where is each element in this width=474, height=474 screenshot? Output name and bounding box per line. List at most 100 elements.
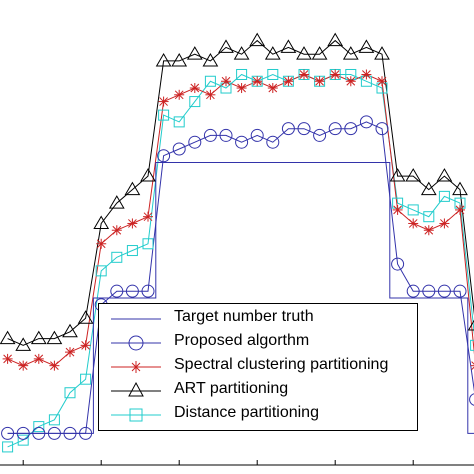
- point-s1-28: [437, 284, 451, 298]
- point-s3-19: [296, 46, 312, 60]
- point-s3-12: [186, 46, 203, 60]
- point-s2-16: [252, 76, 263, 87]
- point-s3-26: [405, 168, 422, 182]
- point-s3-8: [124, 181, 141, 196]
- point-s4-30: [470, 339, 474, 351]
- point-s3-5: [77, 310, 94, 324]
- series-line-3: [7, 39, 474, 346]
- point-s3-23: [358, 39, 375, 53]
- point-s2-2: [33, 353, 44, 364]
- point-s2-5: [80, 340, 91, 351]
- point-s3-27: [420, 181, 437, 196]
- point-s2-12: [189, 83, 200, 94]
- point-s2-6: [96, 238, 107, 249]
- point-s1-15: [235, 135, 249, 149]
- point-s3-16: [249, 32, 266, 47]
- legend-swatch-spectral: [111, 361, 161, 373]
- legend-swatch-target-truth: [111, 318, 161, 320]
- point-s1-20: [313, 128, 327, 142]
- legend-label-distance: Distance partitioning: [174, 404, 319, 421]
- point-s3-18: [280, 39, 297, 53]
- point-s3-25: [389, 168, 406, 182]
- point-s2-9: [143, 211, 153, 222]
- point-s1-11: [172, 142, 186, 156]
- x-axis-ticks: [22, 460, 414, 465]
- point-s3-30: [467, 319, 474, 331]
- legend-label-target-truth: Target number truth: [174, 308, 314, 325]
- point-s4-2: [33, 421, 45, 433]
- point-s2-24: [377, 76, 387, 87]
- point-s1-7: [110, 284, 124, 298]
- point-s2-19: [299, 69, 309, 80]
- point-s2-28: [439, 218, 450, 229]
- point-s2-18: [283, 76, 294, 87]
- point-s2-25: [392, 204, 403, 215]
- legend-swatch-art: [111, 381, 161, 397]
- point-s1-21: [328, 122, 342, 136]
- point-s1-12: [188, 135, 202, 149]
- point-s4-10: [158, 109, 170, 121]
- point-s4-26: [407, 204, 419, 216]
- legend-item-target-truth: Target number truth: [99, 307, 417, 331]
- point-s3-7: [108, 195, 125, 209]
- point-s2-3: [49, 360, 60, 371]
- series-markers: [0, 32, 474, 453]
- point-s4-13: [204, 75, 216, 87]
- point-s3-11: [171, 52, 188, 67]
- series-line-4: [7, 73, 474, 448]
- point-s2-30: [470, 361, 474, 371]
- legend-label-proposed: Proposed algorthm: [174, 332, 310, 349]
- series-line-0: [7, 162, 474, 434]
- point-s1-2: [32, 426, 46, 440]
- point-s1-17: [266, 135, 280, 149]
- point-s4-1: [17, 434, 29, 446]
- point-s3-13: [202, 52, 219, 67]
- point-s1-14: [219, 128, 233, 142]
- point-s2-1: [18, 360, 29, 371]
- point-s1-10: [157, 149, 171, 163]
- point-s3-15: [233, 46, 250, 60]
- point-s3-3: [46, 330, 63, 345]
- point-s2-23: [361, 69, 372, 80]
- point-s1-18: [281, 122, 295, 136]
- point-s4-7: [111, 251, 123, 263]
- point-s4-12: [189, 96, 201, 108]
- point-s3-14: [218, 39, 234, 53]
- point-s4-6: [95, 265, 107, 277]
- point-s4-8: [126, 245, 138, 257]
- point-s1-0: [1, 426, 15, 440]
- point-s4-17: [267, 68, 279, 80]
- point-s4-3: [48, 414, 60, 426]
- point-s1-3: [47, 426, 61, 440]
- point-s1-22: [344, 122, 358, 136]
- point-s1-4: [63, 426, 77, 440]
- point-s4-15: [236, 68, 248, 80]
- point-s2-13: [205, 89, 216, 100]
- point-s3-17: [264, 46, 281, 60]
- point-s2-7: [111, 225, 122, 236]
- point-s3-24: [374, 46, 390, 60]
- point-s3-10: [155, 52, 172, 67]
- point-s4-5: [80, 373, 92, 385]
- point-s3-1: [15, 337, 32, 351]
- legend-item-distance: Distance partitioning: [99, 403, 417, 427]
- point-s1-27: [422, 284, 436, 298]
- legend-item-art: ART partitioning: [99, 379, 417, 403]
- point-s3-28: [436, 168, 453, 182]
- point-s3-21: [327, 32, 344, 47]
- legend-label-art: ART partitioning: [174, 380, 289, 397]
- point-s4-4: [64, 387, 76, 399]
- point-s1-5: [79, 426, 93, 440]
- point-s3-29: [452, 181, 468, 196]
- chart-legend: Target number truth Proposed algorthm Sp…: [98, 303, 418, 431]
- point-s1-25: [391, 257, 405, 271]
- legend-label-spectral: Spectral clustering partitioning: [174, 356, 389, 373]
- point-s3-9: [140, 168, 156, 182]
- point-s1-9: [141, 284, 155, 298]
- point-s2-10: [158, 96, 169, 107]
- point-s4-28: [438, 190, 450, 202]
- point-s1-23: [359, 115, 373, 129]
- point-s1-26: [406, 284, 420, 298]
- point-s2-17: [267, 83, 278, 94]
- point-s2-22: [345, 76, 356, 87]
